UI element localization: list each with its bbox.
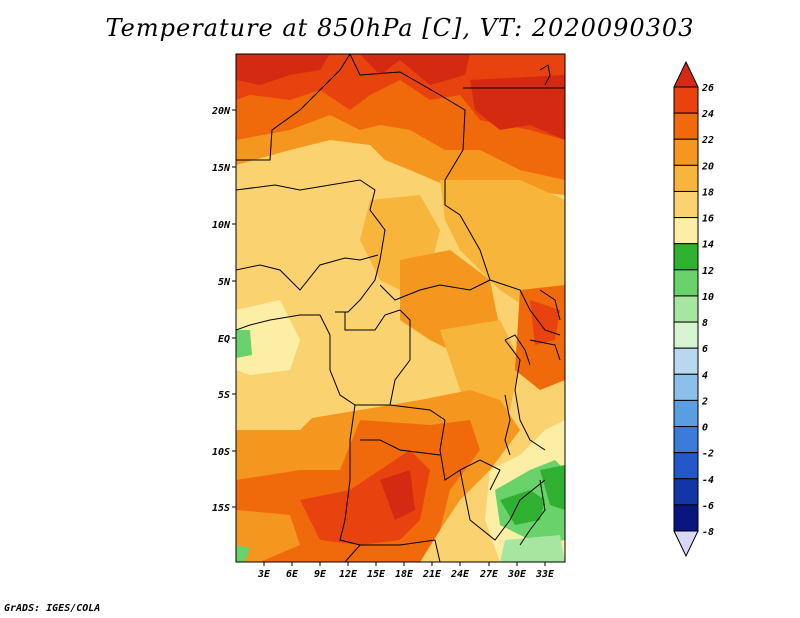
lon-label-3e: 3E — [257, 569, 271, 580]
lat-label-10n: 10N — [212, 220, 231, 231]
colorbar-segment — [673, 452, 699, 480]
lon-label-33e: 33E — [535, 569, 555, 580]
colorbar-segment — [673, 86, 699, 114]
longitude-axis: 3E 6E 9E 12E 15E 18E 21E 24E 27E 30E 33E — [257, 562, 555, 580]
colorbar-label: 4 — [702, 370, 708, 381]
lat-label-10s: 10S — [212, 447, 230, 458]
colorbar-label: -4 — [702, 475, 714, 486]
colorbar-segment — [673, 373, 699, 401]
colorbar-label: 16 — [702, 214, 714, 225]
map-title: Temperature at 850hPa [C], VT: 202009030… — [105, 14, 695, 42]
colorbar-segment — [673, 321, 699, 349]
lat-label-20n: 20N — [211, 106, 231, 117]
lat-label-15s: 15S — [212, 503, 230, 514]
colorbar-segment — [673, 426, 699, 454]
colorbar-label: 0 — [702, 423, 708, 434]
lat-label-15n: 15N — [212, 163, 231, 174]
colorbar-segment — [673, 399, 699, 428]
colorbar-label: 12 — [702, 266, 714, 277]
colorbar-segment — [673, 112, 699, 140]
lon-label-15e: 15E — [367, 569, 386, 580]
colorbar-bottom-arrow — [673, 530, 699, 558]
colorbar-label: -6 — [702, 501, 714, 512]
temperature-field — [236, 54, 565, 562]
lon-label-27e: 27E — [479, 569, 499, 580]
colorbar-segment — [673, 504, 699, 532]
colorbar-label: 8 — [702, 318, 708, 329]
colorbar-label: 2 — [701, 396, 708, 407]
country-borders — [236, 54, 565, 562]
lon-label-6e: 6E — [286, 569, 299, 580]
map-frame — [235, 53, 566, 563]
colorbar-segment — [673, 138, 699, 166]
lon-label-9e: 9E — [314, 569, 327, 580]
lon-label-21e: 21E — [422, 569, 442, 580]
colorbar-segment — [673, 347, 699, 375]
lat-label-eq: EQ — [218, 334, 230, 345]
colorbar-label: 26 — [701, 83, 714, 94]
colorbar-label: -8 — [702, 527, 714, 538]
colorbar-label: 24 — [701, 109, 714, 120]
latitude-axis: 20N 15N 10N 5N EQ 5S 10S 15S — [211, 106, 236, 514]
lon-label-30e: 30E — [507, 569, 527, 580]
colorbar-segment — [673, 243, 699, 271]
lon-label-12e: 12E — [339, 569, 358, 580]
colorbar-label: 22 — [701, 135, 714, 146]
colorbar-label: 6 — [702, 344, 708, 355]
colorbar-label: 20 — [701, 161, 714, 172]
colorbar-label: 10 — [702, 292, 714, 303]
colorbar-segment — [673, 269, 699, 297]
colorbar-label: -2 — [702, 449, 714, 460]
colorbar-label: 14 — [702, 240, 714, 251]
colorbar-top-arrow — [673, 60, 699, 88]
software-credit: GrADS: IGES/COLA — [4, 603, 101, 614]
colorbar-segment — [673, 164, 699, 192]
colorbar-label: 18 — [702, 187, 714, 198]
lat-label-5s: 5S — [218, 390, 230, 401]
colorbar-segment — [673, 295, 699, 323]
colorbar-segment — [673, 190, 699, 219]
lon-label-24e: 24E — [450, 569, 470, 580]
colorbar-segment — [673, 478, 699, 506]
lat-label-5n: 5N — [218, 277, 231, 288]
lon-label-18e: 18E — [395, 569, 414, 580]
colorbar-segment — [673, 217, 699, 245]
